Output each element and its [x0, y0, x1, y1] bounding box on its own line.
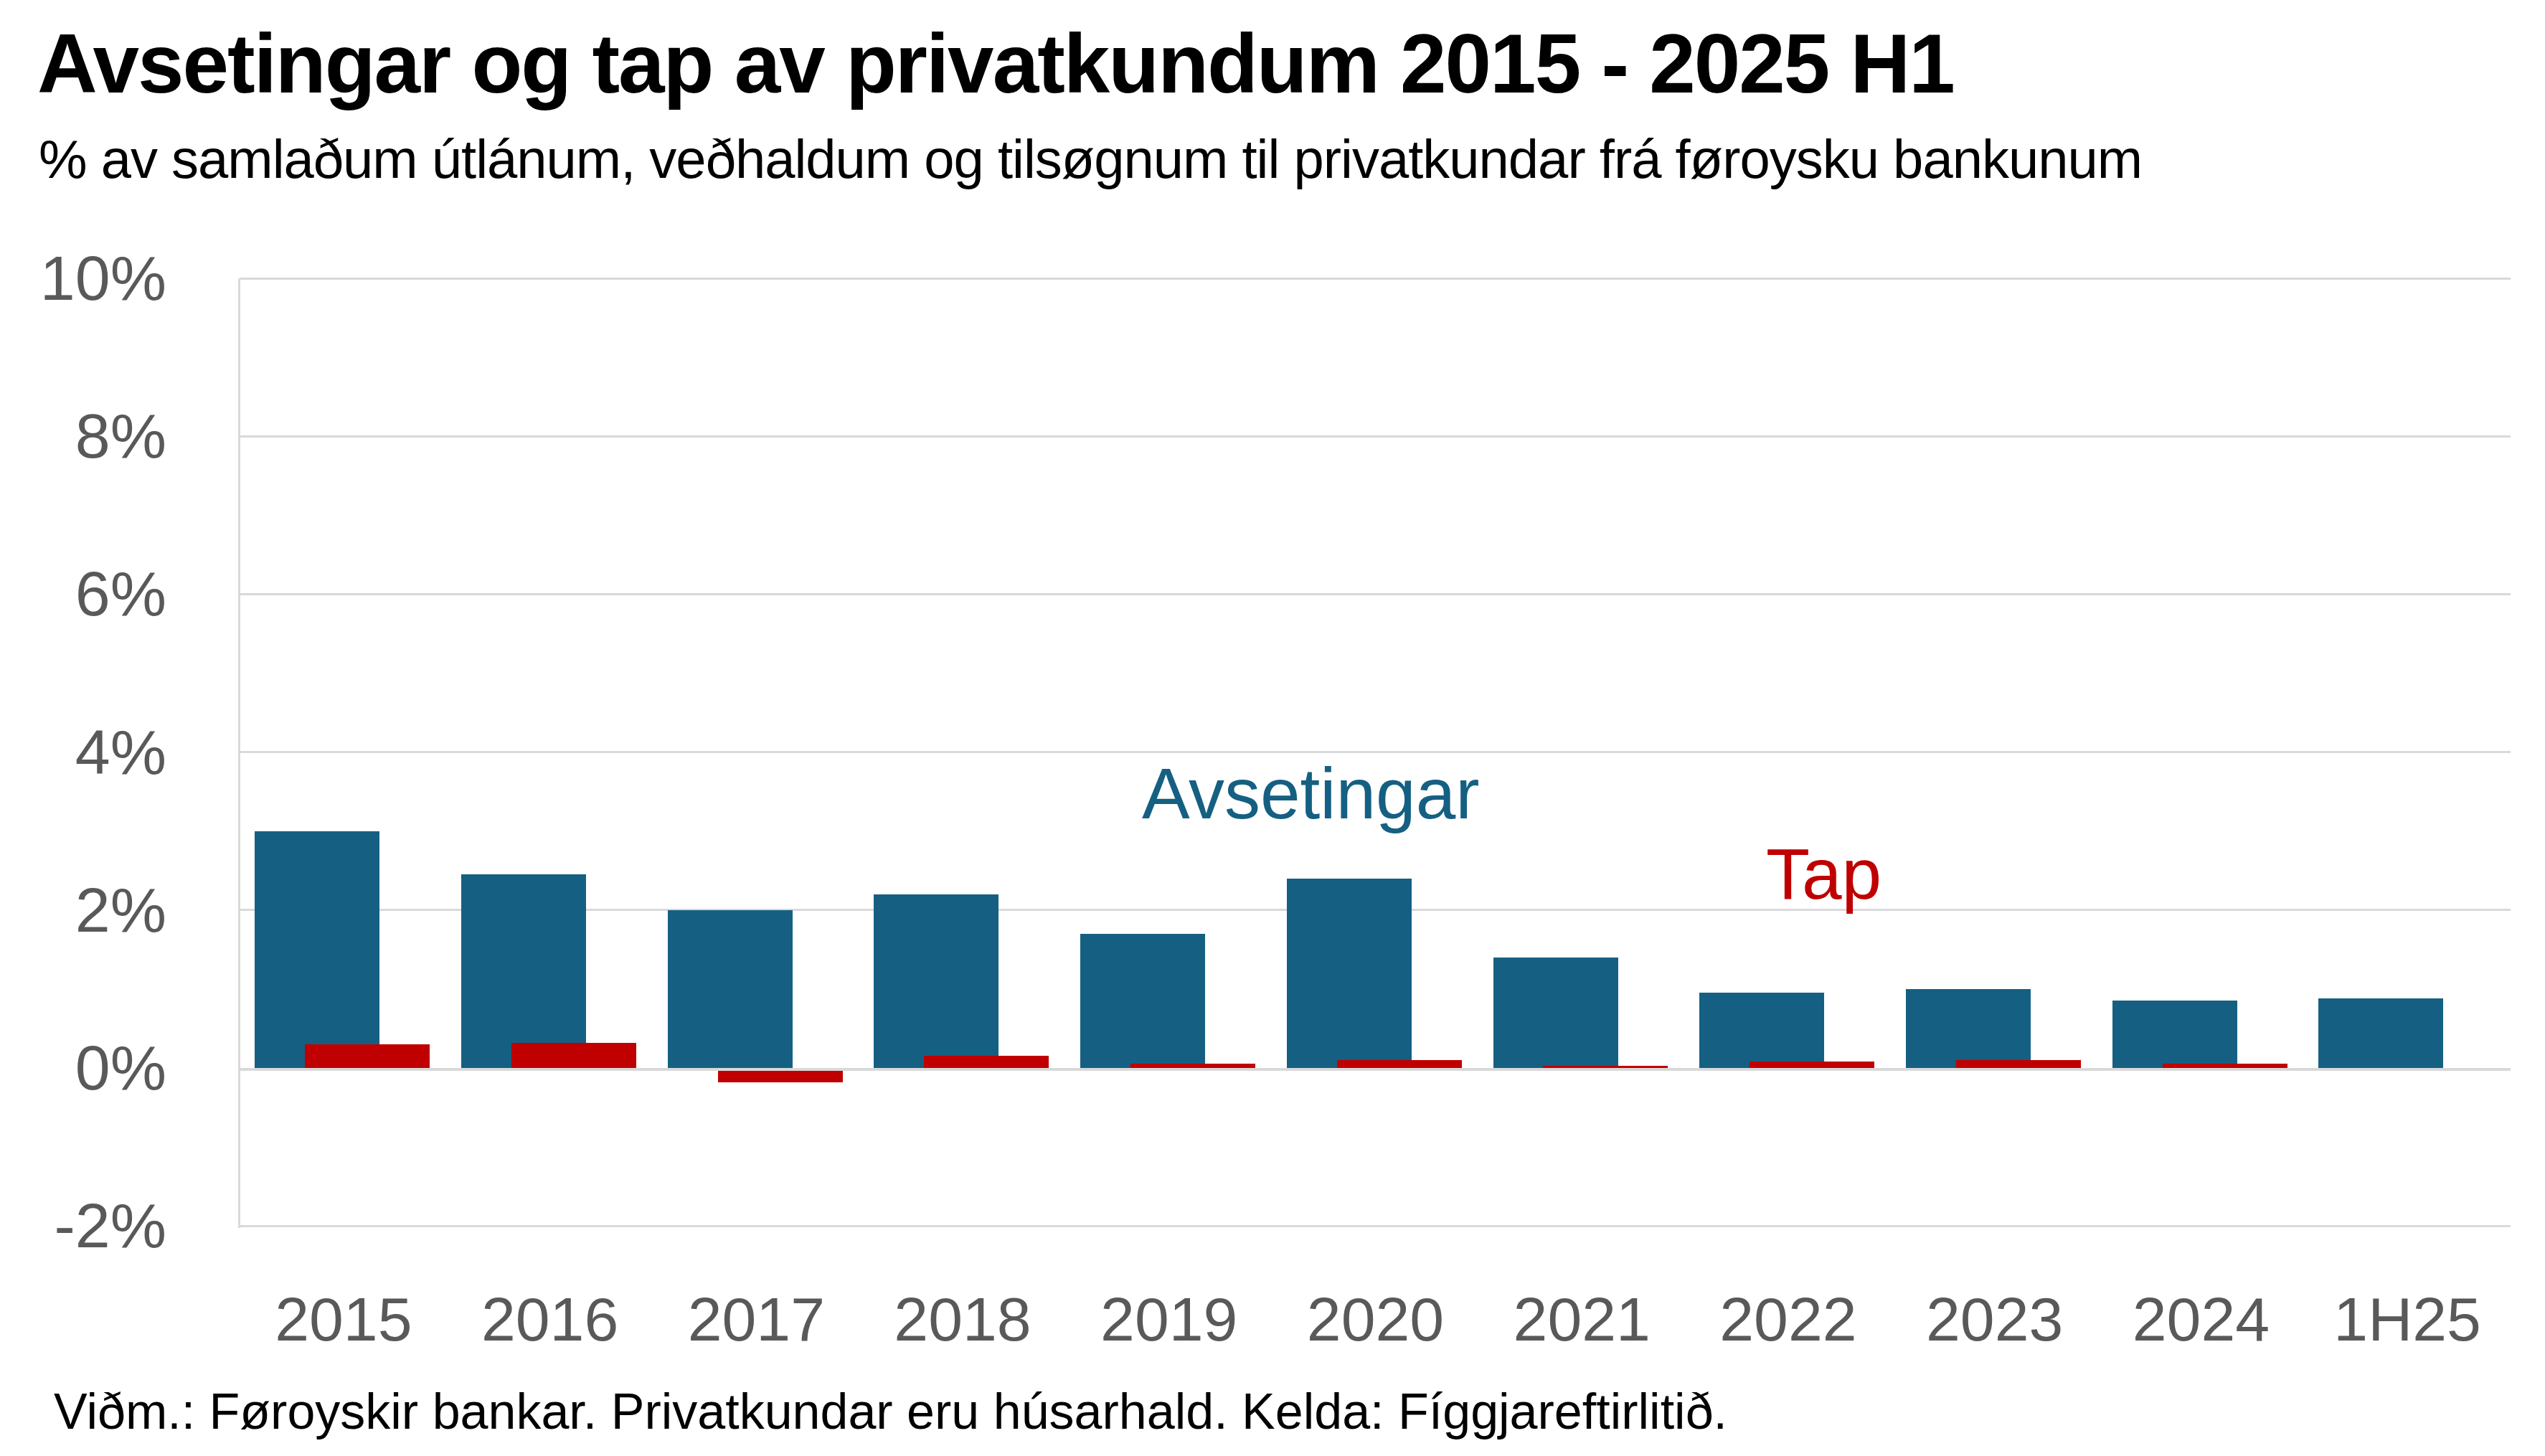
x-axis-label: 2020 — [1272, 1284, 1479, 1355]
chart-canvas: Avsetingar og tap av privatkundum 2015 -… — [0, 0, 2545, 1456]
bar-tap-2022 — [1750, 1062, 1874, 1068]
x-axis-label: 1H25 — [2304, 1284, 2511, 1355]
y-axis-tick-label: 6% — [0, 558, 166, 630]
x-axis-label: 2016 — [447, 1284, 653, 1355]
bar-tap-2024 — [2163, 1064, 2287, 1068]
bar-avsetingar-2024 — [2112, 1001, 2237, 1068]
gridline — [240, 435, 2511, 438]
bar-avsetingar-2017 — [668, 910, 793, 1068]
page-title: Avsetingar og tap av privatkundum 2015 -… — [37, 16, 1954, 112]
y-axis-tick-label: 8% — [0, 400, 166, 472]
bar-avsetingar-2023 — [1906, 989, 2031, 1068]
bar-avsetingar-1H25 — [2318, 998, 2443, 1068]
y-axis-tick-label: -2% — [0, 1190, 166, 1262]
y-axis-tick-label: 0% — [0, 1032, 166, 1104]
bar-tap-2020 — [1337, 1060, 1462, 1068]
gridline — [240, 1225, 2511, 1227]
x-axis-label: 2022 — [1685, 1284, 1892, 1355]
bar-avsetingar-2016 — [461, 874, 586, 1068]
bar-avsetingar-2021 — [1493, 958, 1618, 1068]
x-axis-label: 2018 — [859, 1284, 1066, 1355]
x-axis-label: 2017 — [653, 1284, 859, 1355]
y-axis-line — [238, 278, 240, 1228]
bar-tap-2021 — [1543, 1066, 1668, 1068]
bar-tap-2016 — [511, 1043, 636, 1068]
bar-avsetingar-2015 — [255, 831, 379, 1068]
bar-avsetingar-2018 — [874, 894, 998, 1068]
bar-tap-2023 — [1956, 1060, 2081, 1068]
chart-footnote: Viðm.: Føroyskir bankar. Privatkundar er… — [54, 1383, 1727, 1440]
y-axis-tick-label: 4% — [0, 717, 166, 788]
x-axis-label: 2024 — [2098, 1284, 2305, 1355]
x-axis-label: 2023 — [1892, 1284, 2098, 1355]
bar-tap-2015 — [305, 1044, 430, 1068]
bar-avsetingar-2022 — [1699, 993, 1824, 1068]
bar-avsetingar-2020 — [1287, 879, 1412, 1068]
gridline-zero — [240, 1068, 2511, 1071]
series-label-avsetingar: Avsetingar — [1142, 757, 1480, 829]
page-subtitle: % av samlaðum útlánum, veðhaldum og tils… — [39, 128, 2142, 190]
x-axis-label: 2021 — [1478, 1284, 1685, 1355]
gridline — [240, 278, 2511, 280]
bar-avsetingar-2019 — [1080, 934, 1205, 1068]
bar-tap-2017 — [718, 1071, 843, 1083]
series-label-tap: Tap — [1766, 838, 1881, 909]
bar-tap-2018 — [924, 1056, 1049, 1068]
y-axis-tick-label: 2% — [0, 874, 166, 946]
y-axis-tick-label: 10% — [0, 242, 166, 314]
x-axis-label: 2015 — [240, 1284, 447, 1355]
bar-tap-2019 — [1130, 1064, 1255, 1068]
x-axis-label: 2019 — [1066, 1284, 1272, 1355]
gridline — [240, 593, 2511, 595]
